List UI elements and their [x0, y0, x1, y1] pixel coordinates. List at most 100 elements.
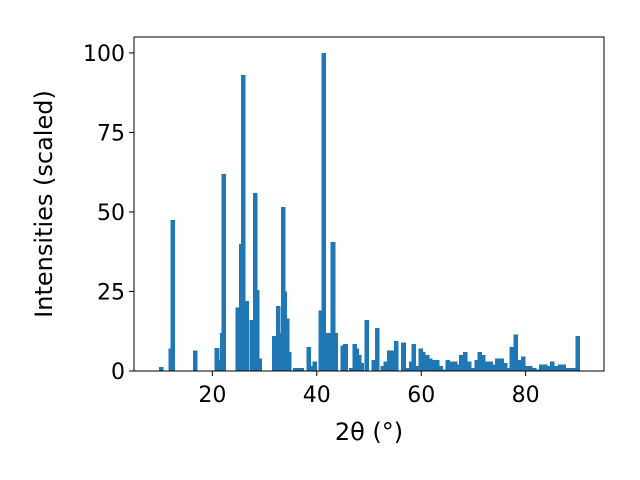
bar: [383, 361, 389, 371]
bar: [277, 332, 283, 371]
bar: [293, 367, 298, 371]
bar: [470, 367, 476, 371]
bar: [445, 359, 451, 371]
bar: [575, 336, 581, 371]
bar: [524, 366, 530, 371]
x-axis-ticks: 20 40 60 80: [198, 371, 540, 408]
bar: [375, 328, 380, 371]
bar: [214, 347, 220, 371]
bar: [427, 358, 433, 371]
bar: [481, 355, 486, 371]
bar: [330, 242, 336, 371]
bar: [431, 359, 437, 371]
bar: [421, 351, 426, 371]
y-tick-label: 25: [97, 280, 125, 305]
bar: [333, 332, 338, 371]
bar: [393, 340, 399, 371]
bar: [542, 364, 548, 371]
bar: [553, 366, 559, 371]
bar: [568, 367, 574, 371]
bar: [343, 343, 348, 371]
x-axis-title: 2θ (°): [335, 418, 403, 446]
bar: [456, 364, 461, 371]
bar: [380, 366, 385, 371]
bar: [391, 350, 396, 371]
bar: [192, 350, 198, 371]
x-tick-label: 60: [407, 383, 435, 408]
bar: [286, 351, 292, 371]
bar: [520, 356, 526, 371]
bar: [309, 366, 315, 371]
bar: [484, 361, 490, 371]
bar: [252, 192, 258, 371]
bar: [240, 75, 246, 372]
bar: [557, 364, 563, 371]
bar: [531, 367, 537, 371]
bar: [359, 363, 364, 371]
plot-area-frame: [133, 36, 605, 372]
bar: [257, 358, 263, 371]
bar: [572, 367, 578, 371]
bar: [539, 364, 544, 371]
bar: [509, 347, 514, 371]
bar: [561, 364, 567, 371]
bar: [158, 367, 164, 371]
bar: [354, 348, 359, 371]
bar: [306, 347, 312, 371]
y-tick-label: 0: [111, 360, 125, 385]
bar: [435, 359, 440, 371]
bar: [499, 358, 504, 371]
bar: [528, 366, 533, 371]
bar: [492, 364, 498, 371]
y-axis-ticks: 0 25 50 75 100: [83, 42, 134, 385]
bar: [299, 367, 304, 371]
bar: [321, 52, 326, 372]
bar: [411, 343, 417, 371]
bar: [459, 355, 464, 371]
bar: [550, 361, 555, 371]
bar: [364, 320, 370, 371]
bar: [441, 369, 447, 371]
bar: [503, 363, 508, 371]
bar: [244, 301, 250, 371]
y-tick-label: 100: [83, 42, 125, 67]
bar: [318, 310, 324, 371]
y-tick-label: 50: [97, 201, 125, 226]
bar: [477, 351, 483, 371]
y-axis-title: Intensities (scaled): [30, 90, 58, 318]
bar: [424, 355, 430, 371]
bar: [488, 361, 493, 371]
bar: [348, 367, 354, 371]
bar: [401, 342, 406, 371]
bar: [415, 366, 421, 371]
bar: [418, 348, 423, 371]
bar: [295, 367, 301, 371]
bar: [462, 351, 468, 371]
bar: [565, 367, 570, 371]
x-tick-label: 80: [512, 383, 540, 408]
bar-series: [158, 52, 581, 372]
bar: [371, 359, 376, 371]
bar: [221, 173, 227, 371]
bar: [325, 332, 331, 371]
bar: [404, 367, 409, 371]
bar: [535, 369, 540, 371]
bar: [356, 355, 362, 371]
bar: [452, 361, 458, 371]
bar: [495, 358, 500, 371]
bar: [170, 219, 175, 371]
x-tick-label: 40: [303, 383, 331, 408]
bar: [466, 361, 472, 371]
bar: [249, 320, 255, 371]
bar: [387, 350, 392, 371]
bar: [254, 289, 260, 371]
bar: [284, 318, 290, 371]
bar: [312, 361, 317, 371]
bar: [546, 366, 551, 371]
bar: [506, 367, 512, 371]
bar: [235, 307, 241, 371]
bar: [281, 207, 286, 371]
bar: [449, 361, 454, 371]
bar: [513, 334, 519, 371]
